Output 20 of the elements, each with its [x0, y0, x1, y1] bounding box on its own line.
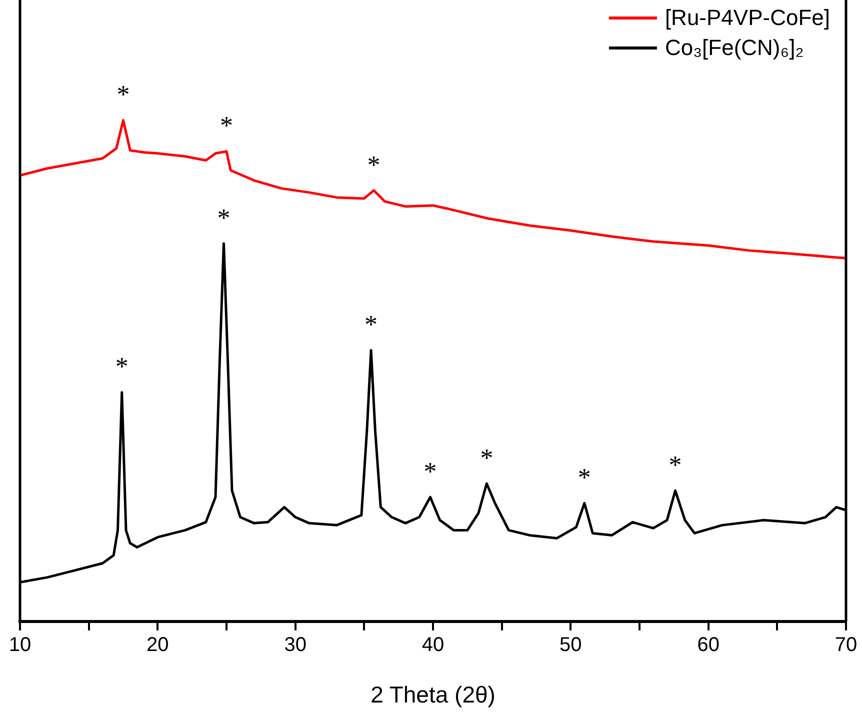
- annotation: *: [367, 150, 380, 180]
- x-tick-label: 10: [8, 634, 32, 656]
- x-tick-label: 20: [146, 634, 169, 656]
- legend-label: [Ru-P4VP-CoFe]: [664, 5, 830, 30]
- annotation: *: [364, 310, 378, 340]
- x-tick-label: 50: [560, 634, 582, 656]
- annotation: *: [424, 456, 437, 486]
- annotation: *: [115, 352, 128, 382]
- annotation: *: [217, 203, 230, 232]
- annotation: *: [116, 80, 130, 110]
- legend-label: Co₃[Fe(CN)₆]₂: [664, 35, 804, 60]
- x-tick-label: 30: [284, 634, 306, 656]
- x-axis-title: 2 Theta (2θ): [370, 682, 496, 708]
- annotation: *: [578, 462, 591, 492]
- annotation: *: [220, 111, 233, 140]
- x-tick-label: 40: [422, 634, 444, 656]
- annotation: *: [480, 443, 494, 472]
- x-tick-label: 70: [834, 634, 858, 656]
- annotation: *: [668, 450, 682, 480]
- x-tick-label: 60: [697, 634, 720, 656]
